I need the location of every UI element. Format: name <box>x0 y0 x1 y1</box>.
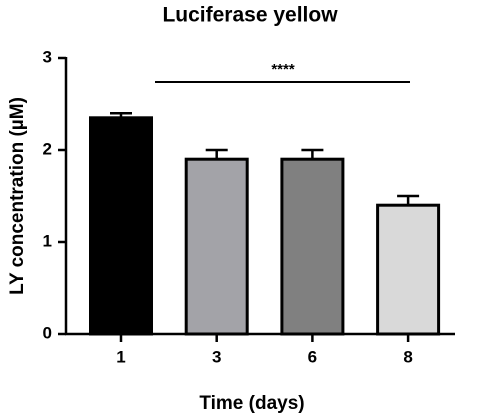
bar <box>89 116 153 336</box>
y-tick-label: 1 <box>43 231 52 250</box>
x-tick-label: 6 <box>308 347 317 366</box>
x-tick-label: 1 <box>116 347 125 366</box>
bar <box>376 203 441 336</box>
x-axis-label: Time (days) <box>199 393 304 414</box>
x-tick-label: 3 <box>212 347 221 366</box>
y-tick-label: 0 <box>43 323 52 342</box>
bar <box>280 157 345 336</box>
y-tick-label: 2 <box>43 139 52 158</box>
x-tick-label: 8 <box>403 347 412 366</box>
bar <box>184 157 249 336</box>
chart-title: Luciferase yellow <box>162 4 338 27</box>
annotation: **** <box>271 61 295 78</box>
y-tick-label: 3 <box>43 47 52 66</box>
y-axis-label: LY concentration (µM) <box>7 97 28 295</box>
